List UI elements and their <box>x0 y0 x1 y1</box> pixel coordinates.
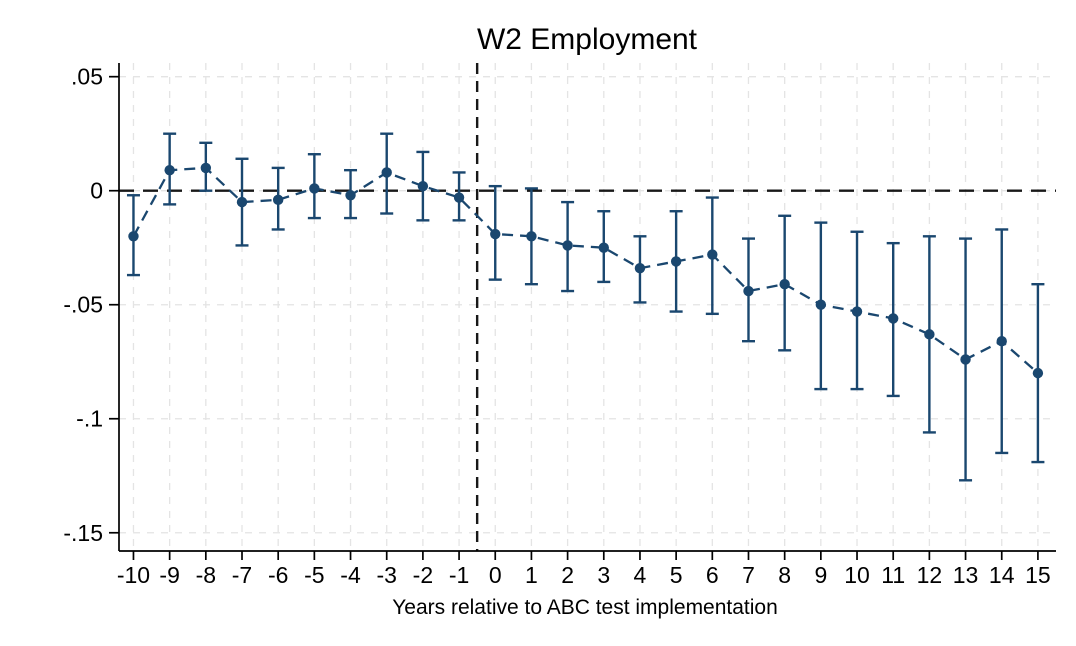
estimate-connector-line <box>132 166 1039 374</box>
x-tick-label: 8 <box>778 562 791 588</box>
y-tick-label: -.1 <box>76 406 103 432</box>
reference-lines <box>119 63 1056 551</box>
data-point <box>743 285 754 297</box>
x-tick-label: 3 <box>597 562 610 588</box>
x-tick-label: 1 <box>525 562 538 588</box>
data-point <box>960 354 971 365</box>
x-tick-label: 7 <box>742 562 755 588</box>
x-tick-label: 6 <box>706 562 719 588</box>
data-series <box>126 132 1045 482</box>
data-point <box>381 167 392 178</box>
chart-title: W2 Employment <box>477 23 698 56</box>
x-tick-label: -10 <box>117 562 150 588</box>
data-point <box>562 240 573 251</box>
data-point <box>598 242 609 253</box>
data-point <box>707 249 718 260</box>
x-axis-title: Years relative to ABC test implementatio… <box>392 596 778 619</box>
y-tick-label: -.05 <box>63 292 103 318</box>
x-tick-label: -7 <box>232 562 252 588</box>
data-point <box>345 190 356 201</box>
data-point <box>526 231 537 242</box>
data-point <box>236 196 248 208</box>
data-point <box>453 192 465 203</box>
data-point <box>996 336 1007 347</box>
x-tick-label: 10 <box>844 562 870 588</box>
x-tick-label: -2 <box>413 562 433 588</box>
x-tick-label: -5 <box>304 562 324 588</box>
data-point <box>417 180 429 192</box>
axes <box>109 63 1056 560</box>
data-point <box>815 299 827 310</box>
data-point <box>309 183 320 194</box>
x-tick-label: 2 <box>561 562 574 588</box>
y-tick-label: .05 <box>71 64 103 90</box>
x-tick-label: 12 <box>917 562 943 588</box>
x-tick-label: -9 <box>159 562 179 588</box>
y-tick-label: 0 <box>90 178 103 204</box>
data-point <box>128 231 139 242</box>
data-point <box>924 329 935 340</box>
data-point <box>164 164 175 176</box>
x-tick-label: -8 <box>196 562 216 588</box>
tick-labels: .050-.05-.1-.15-10 -9 -8 -7 -6 -5 -4 -3 -2 -1 0 1 2 3… <box>63 64 1050 588</box>
data-point <box>634 263 646 274</box>
data-point <box>200 162 212 174</box>
x-tick-label: 14 <box>989 562 1015 588</box>
data-point <box>1032 367 1044 379</box>
x-tick-label: 15 <box>1025 562 1051 588</box>
x-tick-label: 4 <box>634 562 647 588</box>
gridlines <box>119 63 1056 551</box>
x-tick-label: 13 <box>953 562 979 588</box>
x-tick-label: 0 <box>489 562 502 588</box>
data-point <box>888 313 899 324</box>
x-tick-label: 5 <box>670 562 683 588</box>
data-point <box>670 256 682 267</box>
data-point <box>851 306 863 317</box>
data-point <box>272 194 284 206</box>
x-tick-label: -1 <box>449 562 469 588</box>
x-tick-label: 11 <box>881 562 905 588</box>
data-point <box>779 278 790 290</box>
x-tick-label: 9 <box>814 562 827 588</box>
data-point <box>490 228 501 240</box>
x-tick-label: -4 <box>340 562 361 588</box>
x-tick-label: -6 <box>268 562 288 588</box>
y-tick-label: -.15 <box>63 520 103 546</box>
x-tick-label: -3 <box>376 562 396 588</box>
